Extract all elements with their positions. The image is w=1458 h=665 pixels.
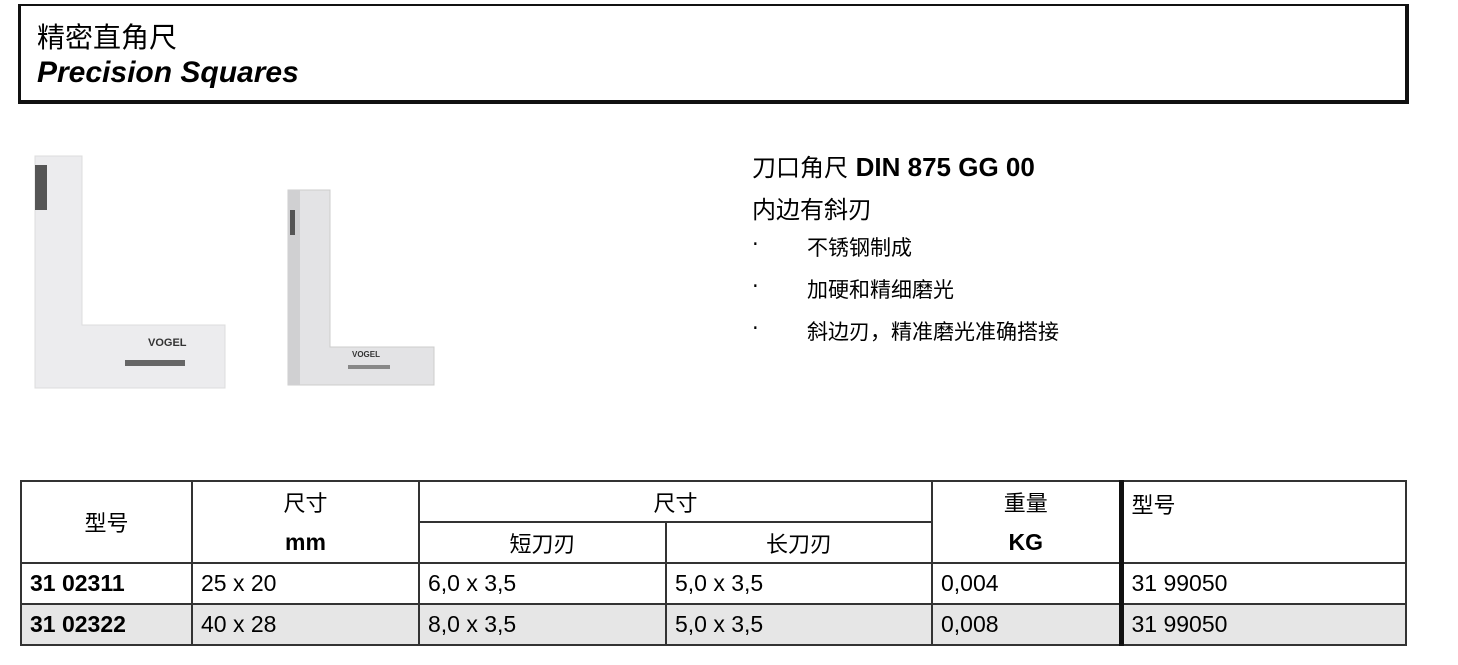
cell-size: 40 x 28 <box>191 603 420 646</box>
cell-model: 31 02322 <box>20 603 193 646</box>
cell-weight: 0,008 <box>931 603 1122 646</box>
svg-text:VOGEL: VOGEL <box>148 337 187 349</box>
product-description: 刀口角尺 DIN 875 GG 00 内边有斜刃 · 不锈钢制成 · 加硬和精细磨光… <box>752 148 1059 358</box>
cell-size: 25 x 20 <box>191 562 420 605</box>
product-title: 刀口角尺 DIN 875 GG 00 <box>752 148 1059 190</box>
cell-model2: 31 99050 <box>1118 603 1407 646</box>
header-blade: 尺寸 <box>418 480 933 523</box>
svg-text:VOGEL: VOGEL <box>352 350 380 359</box>
header-model: 型号 <box>20 480 193 564</box>
cell-long-blade: 5,0 x 3,5 <box>665 562 933 605</box>
table-row: 31 02311 25 x 20 6,0 x 3,5 5,0 x 3,5 0,0… <box>20 562 1407 605</box>
header-weight-unit: KG <box>931 522 1122 564</box>
bullet-icon: · <box>752 316 759 340</box>
header-long-blade: 长刀刃 <box>665 521 933 564</box>
cell-long-blade: 5,0 x 3,5 <box>665 603 933 646</box>
title-cn: 精密直角尺 <box>37 21 178 54</box>
table-header-row: 型号 尺寸 尺寸 重量 型号 <box>20 480 1407 564</box>
feature-item: · 加硬和精细磨光 <box>752 274 1059 316</box>
header-size-unit: mm <box>191 522 420 564</box>
feature-text: 斜边刃，精准磨光准确搭接 <box>807 320 1059 344</box>
header-size: 尺寸 <box>191 480 420 522</box>
table-row: 31 02322 40 x 28 8,0 x 3,5 5,0 x 3,5 0,0… <box>20 603 1407 646</box>
small-square-image: VOGEL <box>287 189 435 386</box>
cell-model2: 31 99050 <box>1118 562 1407 605</box>
product-subtitle: 内边有斜刃 <box>752 196 872 224</box>
feature-item: · 不锈钢制成 <box>752 232 1059 274</box>
header-weight: 重量 <box>931 480 1122 522</box>
bullet-icon: · <box>752 232 759 256</box>
table-header-row: mm 短刀刃 长刀刃 KG <box>21 521 1406 564</box>
product-image-squares: VOGEL VOGEL <box>34 155 435 389</box>
cell-weight: 0,004 <box>931 562 1122 605</box>
bullet-icon: · <box>752 274 759 298</box>
cell-model: 31 02311 <box>20 562 193 605</box>
title-box: 精密直角尺 Precision Squares <box>18 4 1409 104</box>
feature-item: · 斜边刃，精准磨光准确搭接 <box>752 316 1059 358</box>
cell-short-blade: 6,0 x 3,5 <box>418 562 667 605</box>
header-short-blade: 短刀刃 <box>418 521 667 564</box>
feature-text: 不锈钢制成 <box>807 236 912 260</box>
spec-table: 型号 尺寸 尺寸 重量 型号 mm 短刀刃 长刀刃 KG 31 02311 25… <box>20 480 1407 646</box>
title-en: Precision Squares <box>37 56 299 89</box>
large-square-image: VOGEL <box>34 155 226 389</box>
product-title-cn: 刀口角尺 <box>752 154 848 182</box>
product-standard: DIN 875 GG 00 <box>855 152 1035 182</box>
header-model2: 型号 <box>1118 480 1407 564</box>
feature-text: 加硬和精细磨光 <box>807 278 954 302</box>
cell-short-blade: 8,0 x 3,5 <box>418 603 667 646</box>
